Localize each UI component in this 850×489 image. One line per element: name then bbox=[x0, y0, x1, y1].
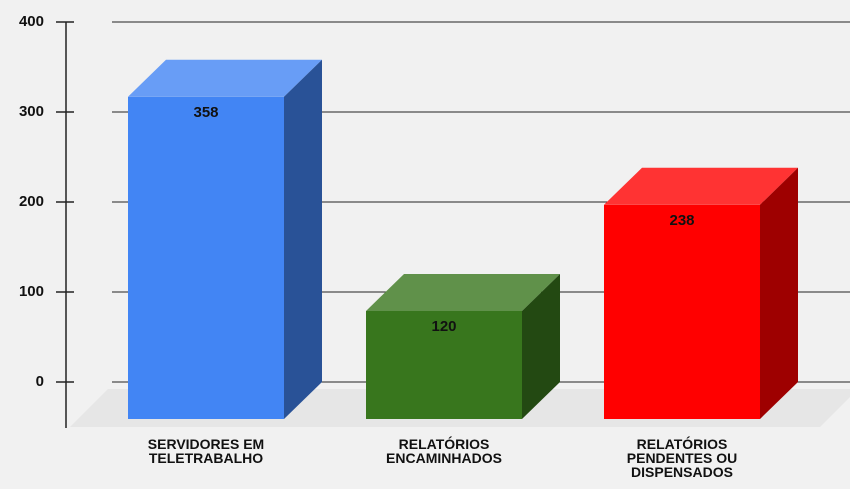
bar bbox=[604, 204, 760, 419]
value-label: 358 bbox=[193, 104, 218, 121]
x-tick-label: RELATÓRIOS ENCAMINHADOS bbox=[386, 436, 502, 466]
bar-top bbox=[366, 274, 560, 311]
bar-side bbox=[522, 274, 560, 419]
x-tick-label: SERVIDORES EM TELETRABALHO bbox=[147, 436, 265, 466]
value-label: 238 bbox=[669, 212, 694, 229]
x-tick-label: RELATÓRIOS PENDENTES OU DISPENSADOS bbox=[626, 436, 738, 480]
bar bbox=[128, 96, 284, 420]
bar-top bbox=[604, 167, 798, 205]
y-tick-label: 100 bbox=[19, 283, 44, 300]
bar-side bbox=[760, 167, 798, 419]
y-tick-label: 200 bbox=[19, 193, 44, 210]
y-tick-label: 0 bbox=[36, 373, 44, 390]
y-tick-label: 400 bbox=[19, 13, 44, 30]
value-label: 120 bbox=[431, 318, 456, 335]
bar-side bbox=[284, 59, 322, 420]
bar-top bbox=[128, 59, 322, 97]
y-tick-label: 300 bbox=[19, 103, 44, 120]
bar bbox=[366, 311, 522, 419]
